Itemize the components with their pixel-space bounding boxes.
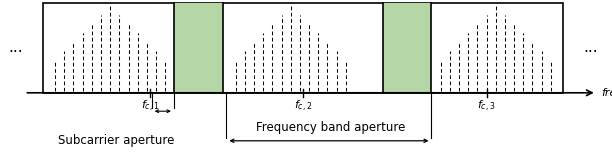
Text: ...: ...	[583, 40, 598, 56]
Text: Frequency band aperture: Frequency band aperture	[256, 121, 405, 134]
Bar	[174, 3, 223, 93]
Bar	[43, 3, 563, 93]
Text: $f_{c,2}$: $f_{c,2}$	[294, 99, 312, 114]
Text: ...: ...	[8, 40, 23, 56]
Text: Subcarrier aperture: Subcarrier aperture	[58, 134, 174, 147]
Bar	[382, 3, 431, 93]
Text: $f_{c,1}$: $f_{c,1}$	[141, 99, 159, 114]
Text: frequency: frequency	[601, 88, 612, 98]
Text: $f_{c,3}$: $f_{c,3}$	[477, 99, 496, 114]
